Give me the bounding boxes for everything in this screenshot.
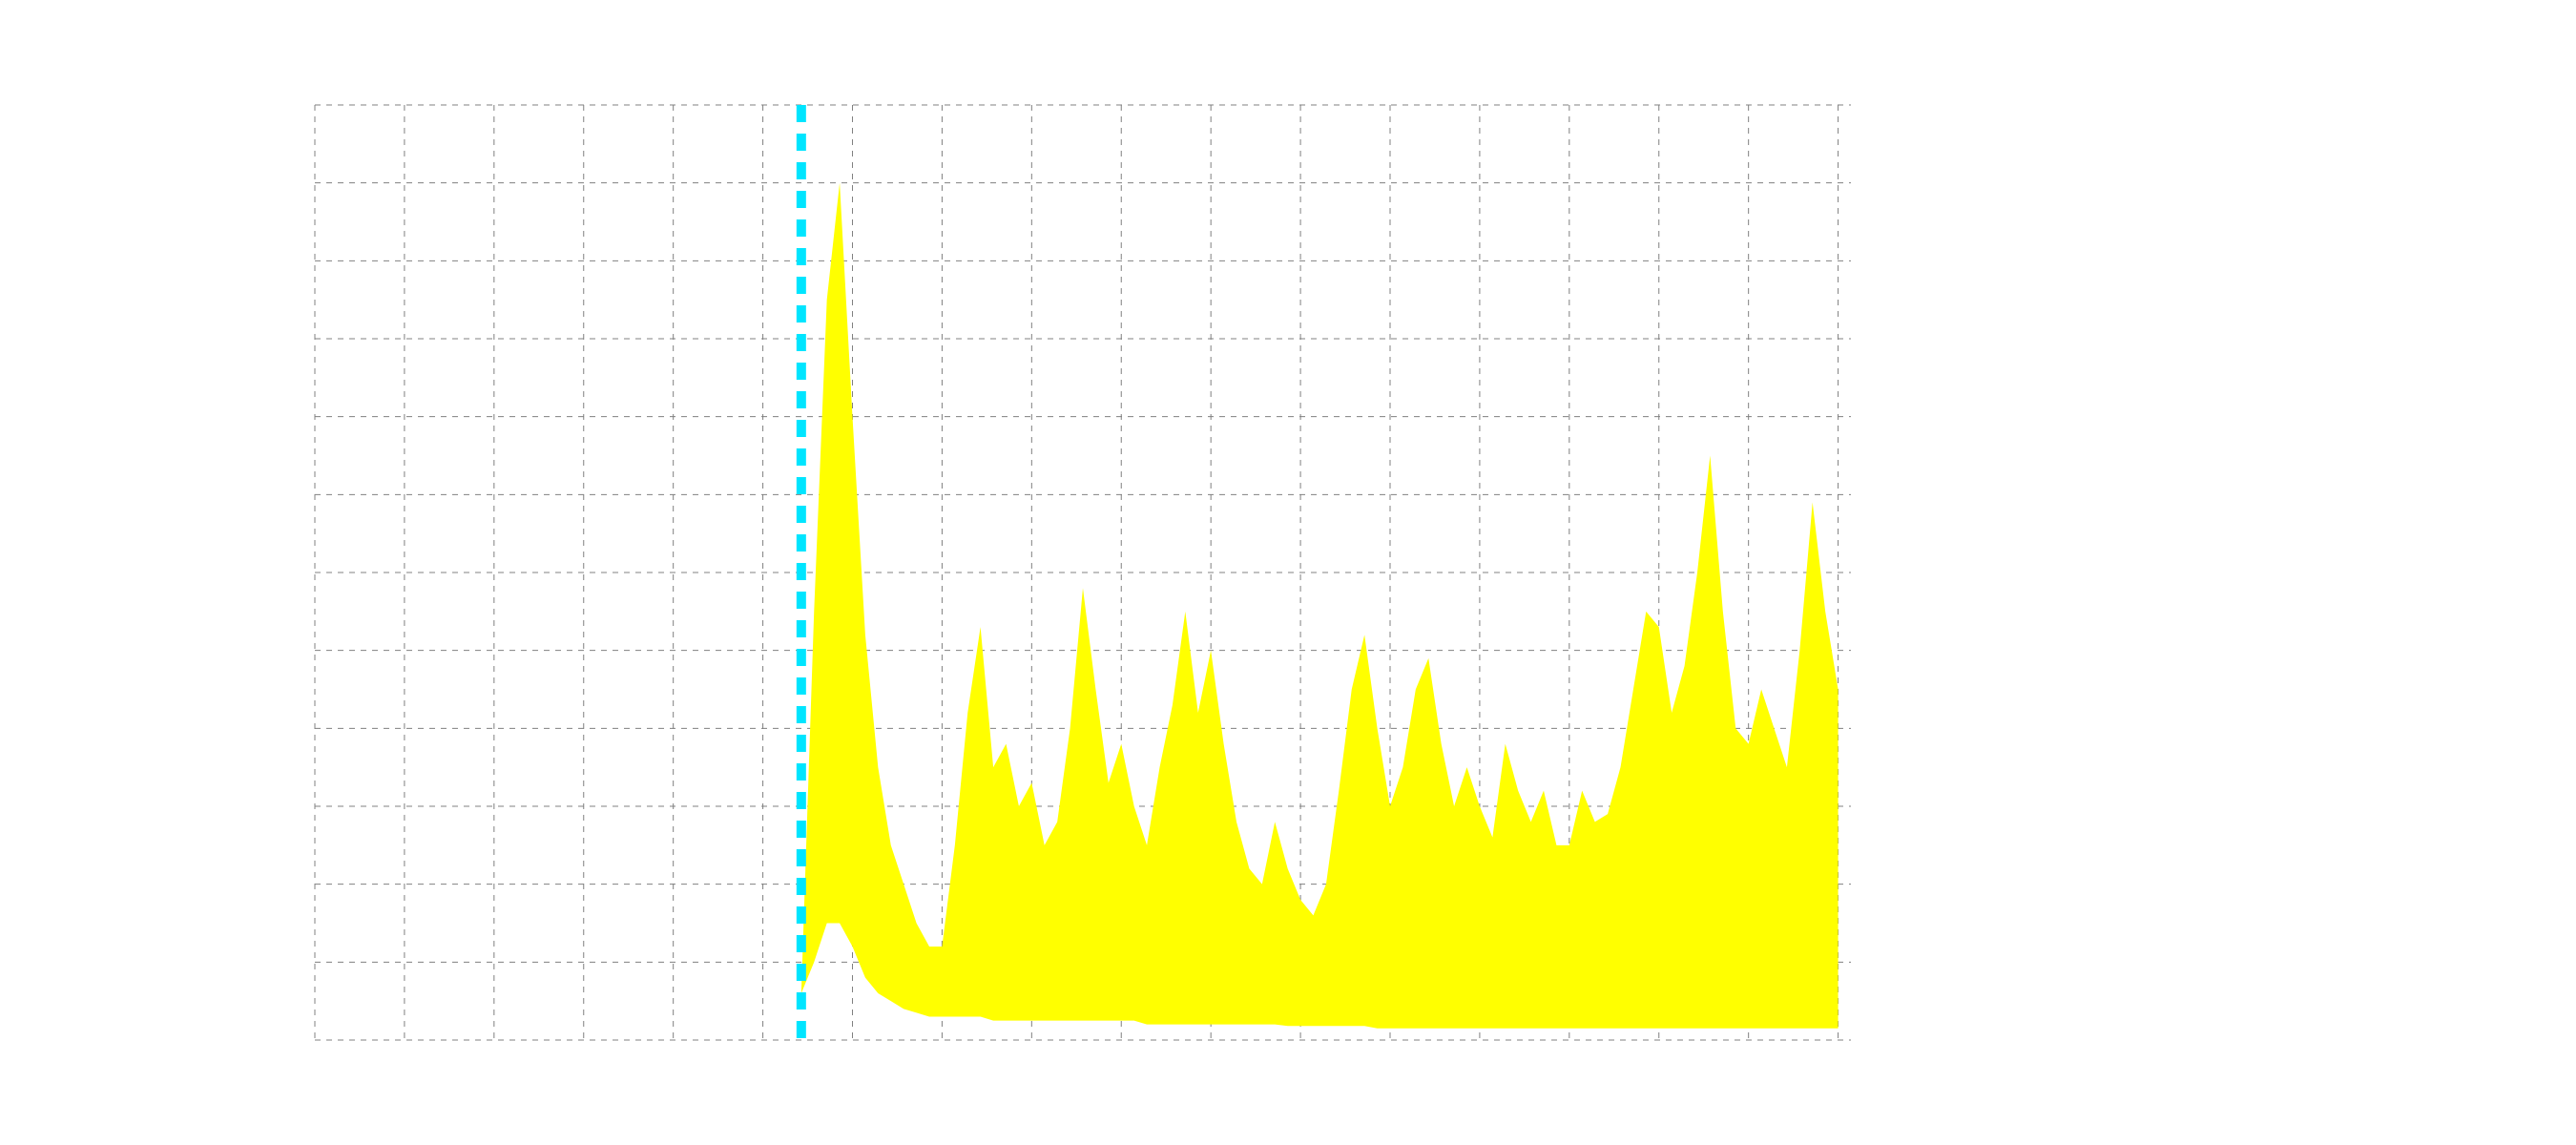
forecast-range-band [801,183,1839,1029]
chart-container [0,0,2576,1145]
runoff-chart [0,0,2576,1145]
